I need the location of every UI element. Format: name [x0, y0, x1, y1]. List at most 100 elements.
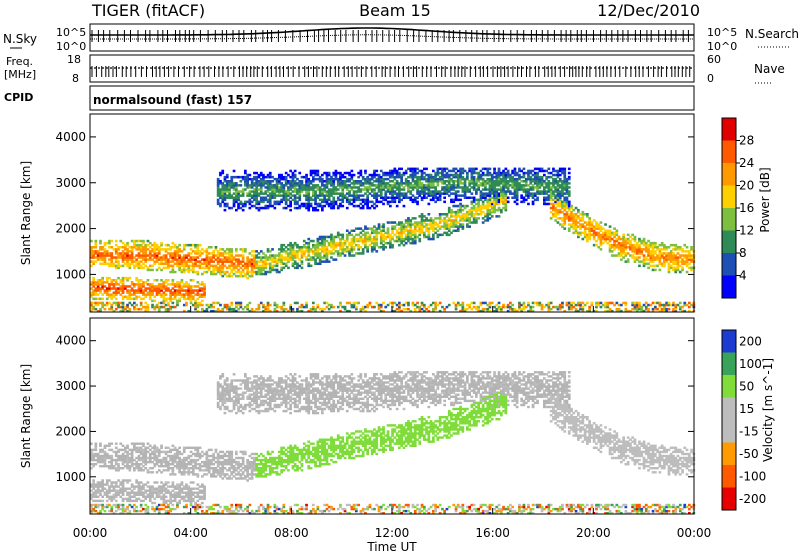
power-cell	[144, 293, 148, 296]
power-cell	[583, 227, 587, 230]
power-cell	[549, 206, 553, 210]
power-cell	[359, 239, 363, 243]
power-cell	[259, 258, 263, 261]
power-cell	[373, 173, 376, 177]
power-cell	[558, 194, 562, 197]
power-cell	[241, 177, 245, 181]
power-cell	[173, 295, 177, 298]
power-cell	[246, 184, 249, 187]
power-cell	[112, 285, 116, 288]
power-cell	[479, 177, 483, 181]
power-cell	[416, 186, 419, 189]
power-cell	[155, 291, 159, 294]
power-cell	[339, 173, 342, 177]
power-cell	[255, 200, 258, 204]
power-cell	[157, 252, 161, 255]
power-cell	[615, 243, 619, 247]
power-cell	[284, 307, 288, 311]
power-cell	[99, 239, 102, 243]
power-cell	[389, 233, 392, 237]
power-cell	[493, 186, 496, 189]
power-cell	[481, 182, 485, 185]
power-cell	[427, 213, 431, 216]
power-cell	[472, 175, 476, 179]
power-cell	[345, 186, 349, 189]
power-cell	[404, 237, 408, 241]
power-cell	[640, 260, 644, 263]
power-cell	[162, 291, 166, 294]
power-cell	[334, 175, 338, 179]
power-cell	[239, 175, 243, 179]
power-cell	[427, 231, 431, 235]
power-cell	[463, 219, 467, 222]
power-cell	[305, 248, 308, 251]
power-cell	[94, 241, 98, 245]
power-cell	[178, 260, 181, 263]
power-cell	[477, 217, 480, 220]
power-cell	[588, 223, 591, 226]
power-cell	[350, 188, 354, 191]
power-cell	[472, 177, 476, 181]
power-cell	[298, 188, 302, 191]
power-cell	[284, 192, 288, 195]
power-cell	[583, 233, 587, 237]
power-cell	[314, 254, 317, 257]
power-cell	[257, 194, 261, 197]
power-cell	[241, 190, 245, 193]
power-cell	[239, 303, 243, 307]
power-cell	[114, 243, 118, 247]
power-cell	[432, 235, 435, 239]
power-cell	[427, 309, 431, 313]
power-cell	[212, 250, 215, 253]
power-cell	[638, 252, 641, 255]
power-cell	[173, 289, 177, 292]
power-cell	[366, 206, 369, 210]
power-cell	[509, 175, 512, 179]
power-cell	[253, 260, 256, 263]
power-cell	[468, 184, 471, 187]
power-cell	[223, 177, 227, 181]
power-cell	[90, 250, 93, 253]
power-cell	[515, 194, 519, 197]
power-cell	[617, 303, 621, 307]
power-cell	[361, 188, 365, 191]
power-cell	[411, 184, 415, 187]
power-cell	[160, 287, 163, 290]
power-cell	[221, 252, 225, 255]
power-cell	[275, 186, 279, 189]
power-cell	[94, 307, 98, 311]
power-cell	[142, 241, 145, 245]
power-cell	[454, 194, 458, 197]
power-cell	[475, 210, 478, 214]
power-cell	[210, 305, 213, 309]
power-cell	[572, 301, 576, 305]
power-cell	[520, 196, 523, 199]
power-cell	[119, 301, 123, 305]
power-cell	[318, 241, 322, 245]
power-cell	[398, 186, 401, 189]
power-cell	[610, 233, 614, 237]
power-cell	[148, 252, 152, 255]
power-cell	[103, 262, 107, 265]
power-cell	[357, 239, 360, 243]
power-cell	[588, 231, 591, 235]
power-cell	[382, 196, 385, 199]
power-cell	[339, 239, 342, 243]
power-cell	[445, 192, 449, 195]
power-cell	[452, 182, 456, 185]
power-cell	[443, 192, 446, 195]
power-cell	[268, 258, 272, 261]
power-cell	[543, 202, 546, 206]
power-cell	[472, 219, 476, 222]
power-cell	[228, 264, 231, 268]
power-cell	[545, 190, 548, 193]
power-cell	[355, 190, 358, 193]
power-cell	[176, 291, 179, 294]
power-cell	[490, 175, 494, 179]
power-cell	[336, 305, 340, 309]
power-cell	[583, 229, 587, 232]
power-cell	[334, 246, 338, 249]
power-cell	[105, 293, 109, 296]
power-cell	[194, 262, 197, 265]
power-cell	[438, 171, 442, 175]
